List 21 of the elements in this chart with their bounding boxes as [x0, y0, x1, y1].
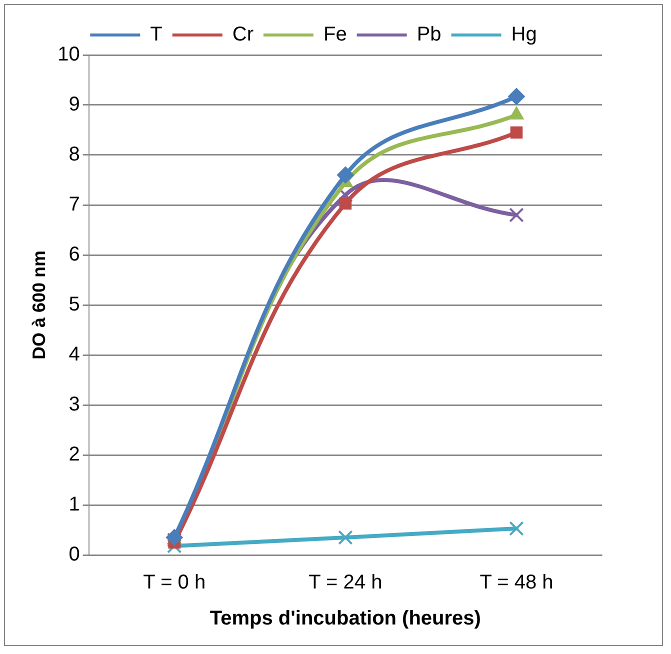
legend-label: Hg — [511, 24, 537, 46]
legend-label: T — [150, 24, 162, 46]
y-tick-label: 6 — [68, 244, 80, 266]
x-tick-label: T = 48 h — [480, 572, 554, 594]
x-tick-label: T = 0 h — [143, 572, 206, 594]
y-tick-label: 2 — [68, 444, 80, 466]
y-tick-label: 0 — [68, 544, 80, 566]
y-tick-label: 5 — [68, 294, 80, 316]
y-tick-label: 10 — [58, 44, 80, 66]
legend-label: Pb — [416, 24, 442, 46]
y-tick-label: 1 — [68, 494, 80, 516]
x-axis-title: Temps d'incubation (heures) — [210, 608, 481, 630]
y-tick-label: 8 — [68, 144, 80, 166]
y-tick-label: 4 — [68, 344, 80, 366]
legend-label: Fe — [323, 24, 347, 46]
y-tick-label: 7 — [68, 194, 80, 216]
y-axis-title: DO à 600 nm — [28, 250, 49, 360]
legend-label: Cr — [232, 24, 254, 46]
y-tick-label: 9 — [68, 94, 80, 116]
y-tick-label: 3 — [68, 394, 80, 416]
x-tick-label: T = 24 h — [308, 572, 382, 594]
